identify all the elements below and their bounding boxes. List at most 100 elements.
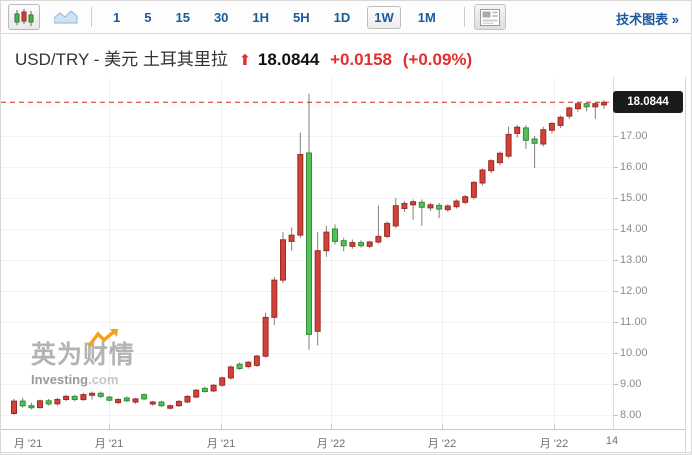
technical-chart-link[interactable]: 技术图表 » (616, 12, 679, 27)
candle (583, 103, 590, 108)
candle (245, 361, 252, 368)
candlestick-type-button[interactable] (8, 4, 40, 30)
y-axis-label: 10.00 (620, 347, 648, 360)
x-axis-label: 月 '22 (427, 438, 457, 450)
price-change-percent: (+0.09%) (402, 50, 473, 69)
candle (384, 222, 391, 237)
widget-bottom-border (1, 452, 691, 453)
candle (262, 316, 269, 357)
candle (19, 400, 26, 407)
y-axis-label: 12.00 (620, 284, 648, 297)
candle (410, 201, 417, 206)
candle (210, 384, 217, 392)
axis-right-border (685, 77, 686, 453)
candle (479, 169, 486, 184)
timeframe-1h[interactable]: 1H (245, 6, 276, 29)
candle (167, 405, 174, 409)
timeframe-1m[interactable]: 1M (411, 6, 443, 29)
x-axis-label: 月 '21 (94, 438, 124, 450)
candle (123, 397, 130, 402)
chart-toolbar: 1 5 15 30 1H 5H 1D 1W 1M 技术图表 » (1, 1, 691, 34)
candle (323, 231, 330, 252)
candle (314, 250, 321, 332)
y-axis-label: 16.00 (620, 160, 648, 173)
timeframe-30[interactable]: 30 (207, 6, 235, 29)
y-axis-label: 9.00 (620, 378, 642, 391)
candle (436, 204, 443, 210)
candle (271, 279, 278, 318)
candle (453, 200, 460, 208)
candle (97, 392, 104, 397)
candle (470, 181, 477, 198)
x-axis-label: 月 '22 (316, 438, 346, 450)
timeframe-5h[interactable]: 5H (286, 6, 317, 29)
candle (288, 234, 295, 242)
candle (566, 107, 573, 117)
candle (227, 366, 234, 379)
investing-zigzag-icon (87, 328, 118, 348)
candle (28, 405, 35, 409)
candle (63, 395, 70, 400)
x-axis-label: 月 '21 (206, 438, 236, 450)
x-axis-label: 14 (605, 435, 619, 447)
last-price: 18.0844 (257, 50, 320, 69)
last-price-badge: 18.0844 (613, 91, 683, 114)
y-axis-label: 15.00 (620, 191, 648, 204)
candle (297, 154, 304, 236)
timeframe-15[interactable]: 15 (168, 6, 196, 29)
candle (141, 394, 148, 400)
candle (522, 127, 529, 141)
candle (505, 133, 512, 157)
investing-watermark: 英为财情 Investing.com (31, 328, 136, 387)
candle (175, 400, 182, 407)
candle (444, 205, 451, 211)
candle (358, 242, 365, 247)
y-axis-label: 13.00 (620, 253, 648, 266)
timeframe-1d[interactable]: 1D (327, 6, 358, 29)
x-axis-label: 月 '21 (13, 438, 43, 450)
candlestick-plot[interactable] (1, 77, 692, 430)
candle (115, 399, 122, 404)
candle (11, 400, 17, 415)
timeframe-1[interactable]: 1 (106, 6, 127, 29)
news-panel-button[interactable] (473, 4, 506, 30)
candle (89, 392, 96, 396)
y-axis-label: 8.00 (620, 409, 642, 422)
candle (496, 152, 503, 164)
candle (184, 395, 191, 403)
candle (219, 377, 226, 386)
timeframe-1w[interactable]: 1W (367, 5, 401, 29)
candle (531, 138, 538, 144)
candle (132, 398, 139, 403)
candle (253, 355, 260, 366)
y-axis-label: 11.00 (620, 316, 647, 328)
candle (375, 235, 382, 243)
candle (37, 400, 43, 409)
watermark-cn-text: 英为财情 (31, 341, 136, 369)
candle (392, 205, 399, 227)
candle (592, 103, 599, 108)
candle (349, 242, 356, 247)
toolbar-divider (463, 7, 465, 27)
candle (427, 204, 434, 209)
area-chart-icon (54, 10, 78, 24)
candle (193, 389, 200, 398)
candle (332, 228, 338, 242)
line-type-button[interactable] (50, 4, 82, 30)
candle (149, 401, 156, 405)
candle (488, 160, 495, 172)
candle (366, 241, 373, 247)
candle (45, 400, 52, 405)
candle (514, 126, 521, 134)
candle (54, 399, 61, 405)
timeframe-5[interactable]: 5 (137, 6, 158, 29)
y-axis-label: 14.00 (620, 222, 648, 235)
news-layout-icon (479, 8, 500, 26)
toolbar-divider (91, 7, 92, 27)
watermark-en-text: Investing (31, 372, 89, 387)
candle (418, 201, 425, 208)
candle (80, 394, 87, 401)
candle (540, 129, 547, 145)
instrument-header: USD/TRY - 美元 土耳其里拉 ⬆ 18.0844 +0.0158 (+0… (15, 45, 472, 69)
